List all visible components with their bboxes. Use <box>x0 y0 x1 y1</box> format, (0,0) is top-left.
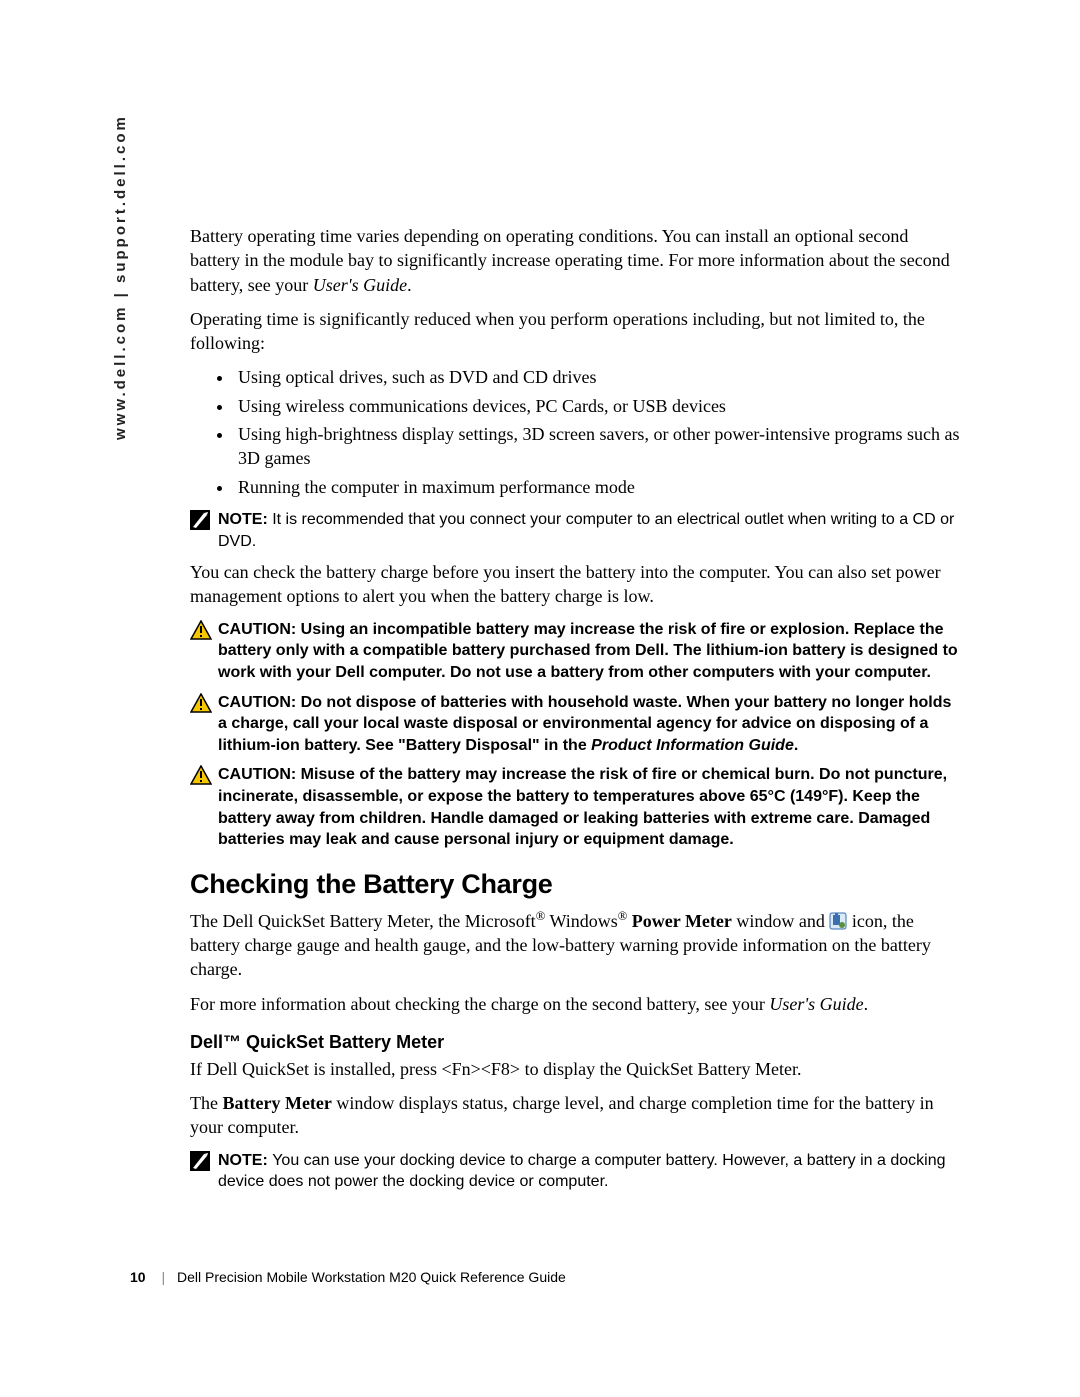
list-item: Using wireless communications devices, P… <box>234 394 960 418</box>
caution-icon <box>190 620 212 640</box>
note-text: NOTE: It is recommended that you connect… <box>218 509 960 552</box>
text: You can use your docking device to charg… <box>218 1152 946 1191</box>
note-icon <box>190 1151 210 1171</box>
page-footer: 10 | Dell Precision Mobile Workstation M… <box>130 1269 566 1285</box>
caution-text: CAUTION: Misuse of the battery may incre… <box>218 764 960 850</box>
text: For more information about checking the … <box>190 994 769 1014</box>
heading-checking-battery-charge: Checking the Battery Charge <box>190 869 960 900</box>
footer-title: Dell Precision Mobile Workstation M20 Qu… <box>177 1269 566 1285</box>
text: . <box>864 994 869 1014</box>
text: It is recommended that you connect your … <box>218 511 954 550</box>
registered-mark: ® <box>618 909 628 923</box>
users-guide-ref: User's Guide <box>313 275 407 295</box>
text: . <box>407 275 412 295</box>
caution-block: CAUTION: Do not dispose of batteries wit… <box>190 692 960 757</box>
paragraph-operating-time: Operating time is significantly reduced … <box>190 307 960 356</box>
paragraph-quickset-1: If Dell QuickSet is installed, press <Fn… <box>190 1057 960 1081</box>
text: Battery operating time varies depending … <box>190 226 950 295</box>
text: Misuse of the battery may increase the r… <box>218 766 947 848</box>
note-block: NOTE: It is recommended that you connect… <box>190 509 960 552</box>
caution-label: CAUTION: <box>218 621 301 638</box>
text: window and <box>732 911 830 931</box>
battery-tray-icon <box>829 912 847 930</box>
caution-icon <box>190 765 212 785</box>
text: Using an incompatible battery may increa… <box>218 621 958 681</box>
side-url-text: www.dell.com | support.dell.com <box>112 114 129 440</box>
product-info-guide-ref: Product Information Guide <box>591 737 794 754</box>
text: The <box>190 1093 222 1113</box>
operating-time-list: Using optical drives, such as DVD and CD… <box>190 365 960 498</box>
note-label: NOTE: <box>218 1152 272 1169</box>
caution-block: CAUTION: Misuse of the battery may incre… <box>190 764 960 850</box>
footer-separator: | <box>161 1269 165 1285</box>
caution-text: CAUTION: Do not dispose of batteries wit… <box>218 692 960 757</box>
registered-mark: ® <box>536 909 546 923</box>
note-block: NOTE: You can use your docking device to… <box>190 1150 960 1193</box>
caution-text: CAUTION: Using an incompatible battery m… <box>218 619 960 684</box>
note-icon <box>190 510 210 530</box>
power-meter-bold: Power Meter <box>632 911 732 931</box>
caution-label: CAUTION: <box>218 766 301 783</box>
battery-meter-bold: Battery Meter <box>222 1093 331 1113</box>
list-item: Using high-brightness display settings, … <box>234 422 960 471</box>
paragraph-quickset-2: The Battery Meter window displays status… <box>190 1091 960 1140</box>
paragraph-intro: Battery operating time varies depending … <box>190 224 960 297</box>
caution-block: CAUTION: Using an incompatible battery m… <box>190 619 960 684</box>
caution-icon <box>190 693 212 713</box>
page-number: 10 <box>130 1269 146 1285</box>
list-item: Running the computer in maximum performa… <box>234 475 960 499</box>
list-item: Using optical drives, such as DVD and CD… <box>234 365 960 389</box>
users-guide-ref: User's Guide <box>769 994 863 1014</box>
paragraph-check-charge: You can check the battery charge before … <box>190 560 960 609</box>
text: Windows <box>545 911 617 931</box>
text: The Dell QuickSet Battery Meter, the Mic… <box>190 911 536 931</box>
text: Do not dispose of batteries with househo… <box>218 694 951 754</box>
subheading-quickset-meter: Dell™ QuickSet Battery Meter <box>190 1032 960 1053</box>
text: . <box>794 737 798 754</box>
paragraph-charge-intro: The Dell QuickSet Battery Meter, the Mic… <box>190 908 960 982</box>
note-text: NOTE: You can use your docking device to… <box>218 1150 960 1193</box>
note-label: NOTE: <box>218 511 272 528</box>
page-content: Battery operating time varies depending … <box>190 224 960 1201</box>
caution-label: CAUTION: <box>218 694 301 711</box>
paragraph-charge-second: For more information about checking the … <box>190 992 960 1016</box>
